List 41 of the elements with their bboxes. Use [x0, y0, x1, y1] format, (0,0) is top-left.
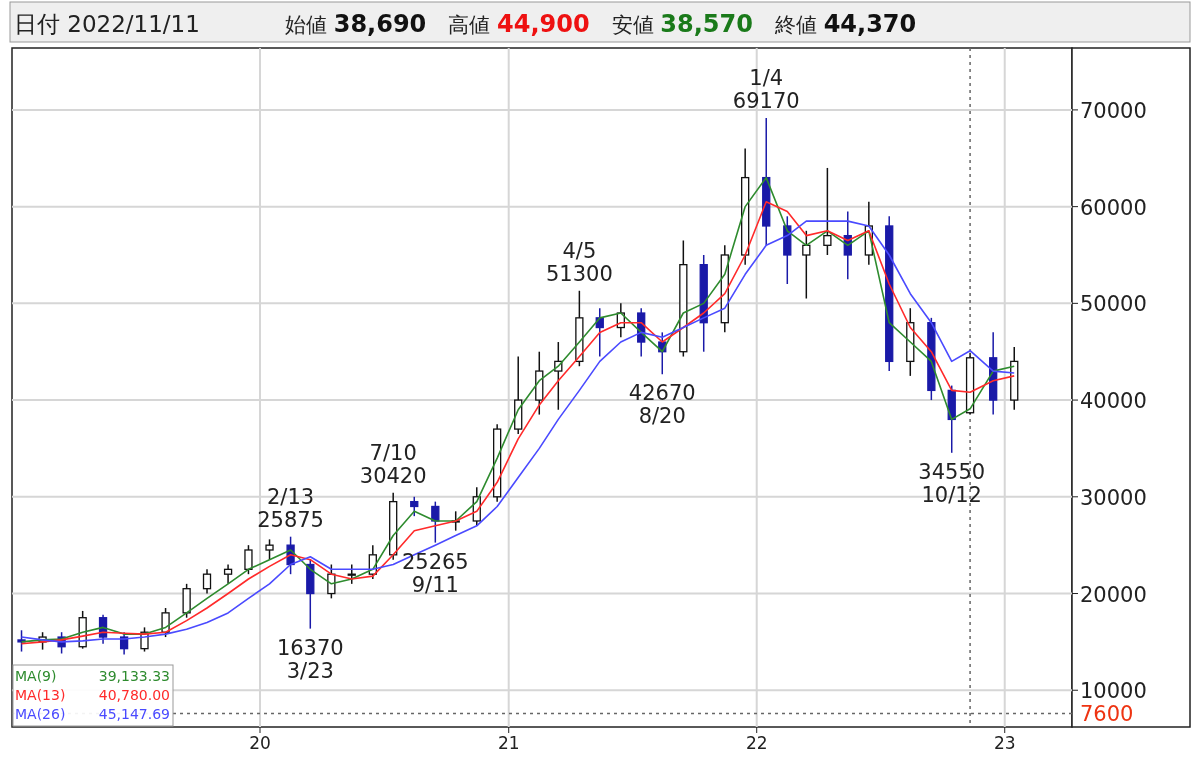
text: MA(26) — [15, 706, 66, 722]
x-tick-label: 20 — [249, 733, 271, 753]
candlestick — [265, 538, 274, 561]
y-tick-label: 70000 — [1080, 98, 1147, 123]
annotation: 39,133.33 — [98, 668, 170, 684]
text: MA(13) — [15, 687, 66, 703]
annotation: 34550 10/12 — [918, 459, 986, 507]
annotation: 7/10 30420 — [359, 440, 427, 488]
candlestick — [327, 563, 336, 600]
candlestick — [802, 230, 811, 300]
text: 安値 38,570 — [611, 10, 753, 38]
annotation: 16370 3/23 — [276, 635, 344, 683]
annotation: 45,147.69 — [98, 706, 170, 722]
y-tick-label: 20000 — [1080, 582, 1147, 607]
annotation: 40,780.00 — [98, 687, 170, 703]
candlestick — [17, 629, 26, 653]
y-tick-label: 50000 — [1080, 292, 1147, 317]
ref-line-label: 7600 — [1080, 702, 1134, 727]
annotation: 42670 8/20 — [628, 381, 696, 429]
y-tick-label: 40000 — [1080, 389, 1147, 414]
text: 終値 44,370 — [773, 10, 917, 38]
chart-title: 日付 2022/11/11 — [14, 11, 200, 37]
candlestick — [347, 563, 356, 585]
y-tick-label: 30000 — [1080, 485, 1147, 510]
x-tick-label: 23 — [993, 733, 1016, 753]
annotation: 4/5 51300 — [545, 238, 613, 286]
candlestick — [202, 568, 212, 595]
text: 始値 38,690 — [285, 10, 427, 38]
x-tick-label: 22 — [745, 733, 768, 753]
candlestick — [223, 563, 233, 585]
candlestick — [410, 496, 419, 517]
candlestick — [244, 544, 253, 575]
y-tick-label: 10000 — [1080, 679, 1147, 704]
annotation: 2/13 25875 — [257, 484, 324, 532]
series-label: MA(9) — [15, 668, 57, 684]
candlestick — [823, 167, 832, 256]
annotation: 25265 9/11 — [401, 549, 469, 597]
text: 高値 44,900 — [448, 10, 590, 38]
y-tick-label: 60000 — [1080, 195, 1147, 220]
annotation: 1/4 69170 — [732, 65, 800, 113]
x-tick-label: 21 — [497, 733, 520, 753]
